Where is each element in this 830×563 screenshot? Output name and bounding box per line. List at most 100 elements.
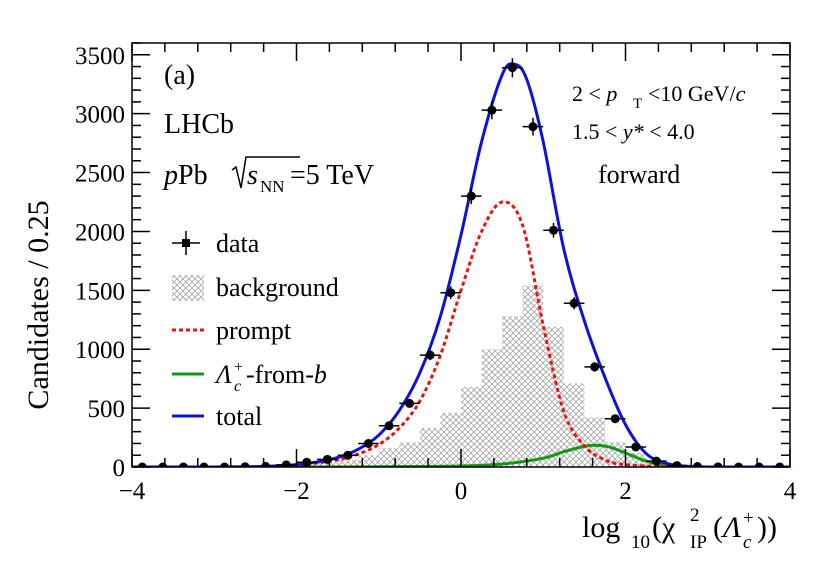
- data-point-marker: [590, 362, 600, 372]
- data-point: [275, 460, 297, 467]
- legend-background-swatch: [172, 275, 204, 301]
- svg-text:Λ: Λ: [720, 511, 741, 544]
- data-point-marker: [549, 225, 559, 235]
- data-point: [604, 414, 626, 424]
- data-point: [440, 286, 461, 300]
- rapidity-range-label: 1.5 < y* < 4.0: [572, 119, 695, 144]
- legend-total-label: total: [216, 402, 262, 431]
- y-tick-label: 2000: [75, 219, 125, 246]
- svg-text:2: 2: [690, 505, 700, 526]
- data-point: [625, 442, 647, 452]
- data-point: [378, 421, 400, 431]
- data-point: [358, 438, 379, 448]
- x-tick-label: −4: [119, 478, 146, 505]
- data-point-marker: [734, 462, 744, 467]
- data-point: [502, 58, 523, 78]
- y-tick-label: 1500: [75, 278, 125, 305]
- y-tick-label: 0: [113, 455, 126, 482]
- svg-text:(: (: [713, 511, 723, 544]
- y-tick-label: 3500: [75, 43, 125, 70]
- svg-text:=5 TeV: =5 TeV: [290, 160, 374, 191]
- experiment-label: LHCb: [164, 109, 234, 140]
- data-point-marker: [446, 288, 456, 298]
- data-point: [399, 398, 420, 408]
- svg-text:pPb: pPb: [162, 160, 208, 191]
- y-axis-title: Candidates / 0.25: [22, 200, 55, 409]
- x-axis-title: log 10 (χ 2 IP ( Λ + c )): [582, 505, 777, 553]
- data-point: [522, 117, 544, 136]
- y-tick-label: 2500: [75, 161, 125, 188]
- svg-text:+: +: [743, 508, 754, 529]
- svg-text:s: s: [247, 160, 258, 191]
- svg-text:-from-b: -from-b: [246, 360, 327, 389]
- legend-data-label: data: [216, 229, 260, 258]
- data-point-marker: [528, 122, 538, 132]
- svg-text:(χ: (χ: [652, 511, 676, 544]
- svg-text:+: +: [234, 359, 243, 376]
- data-point-marker: [343, 450, 353, 460]
- data-point-marker: [672, 461, 682, 467]
- legend-background-label: background: [216, 273, 339, 302]
- data-point-marker: [651, 456, 661, 466]
- data-point-marker: [425, 350, 435, 360]
- svg-text:2 < p: 2 < p: [572, 81, 617, 106]
- data-point: [563, 297, 585, 310]
- panel-label: (a): [164, 60, 195, 91]
- y-tick-label: 1000: [75, 337, 125, 364]
- x-tick-label: −2: [283, 478, 310, 505]
- legend-data-marker: [172, 231, 200, 255]
- svg-text:c: c: [234, 378, 241, 395]
- data-point-marker: [405, 398, 415, 408]
- svg-text:Λ: Λ: [213, 360, 232, 389]
- data-point: [296, 457, 318, 467]
- pt-range-label: 2 < p T <10 GeV/c: [572, 81, 746, 112]
- data-point-marker: [220, 462, 230, 467]
- data-point: [461, 188, 482, 205]
- svg-text:NN: NN: [260, 177, 285, 196]
- data-point: [481, 101, 503, 120]
- prompt-curve: [132, 200, 790, 467]
- x-tick-label: 0: [455, 478, 468, 505]
- data-point-marker: [507, 63, 517, 73]
- data-point-marker: [363, 438, 373, 448]
- svg-text:<10 GeV/c: <10 GeV/c: [648, 81, 746, 106]
- data-point: [584, 362, 605, 372]
- svg-text:c: c: [743, 532, 752, 553]
- data-point-marker: [610, 414, 620, 424]
- svg-text:10: 10: [631, 532, 650, 553]
- y-tick-label: 500: [88, 396, 126, 423]
- background-histogram: [234, 285, 688, 467]
- svg-text:IP: IP: [690, 532, 707, 553]
- data-point-marker: [240, 462, 250, 467]
- data-point-marker: [631, 442, 641, 452]
- x-tick-label: 2: [619, 478, 632, 505]
- data-point-marker: [775, 462, 785, 467]
- legend: data background prompt Λ + c -from-b tot…: [172, 229, 339, 431]
- data-point-marker: [713, 462, 723, 467]
- data-point-marker: [178, 462, 188, 467]
- data-point: [543, 222, 564, 238]
- data-point: [419, 350, 441, 361]
- data-point-marker: [384, 421, 394, 431]
- y-tick-label: 3000: [75, 102, 125, 129]
- svg-text:)): )): [757, 511, 777, 544]
- data-point-marker: [692, 462, 702, 467]
- data-point-marker: [137, 462, 147, 467]
- legend-prompt-label: prompt: [216, 316, 292, 345]
- legend-fromb-label: Λ + c -from-b: [213, 359, 327, 395]
- collision-system-label: pPb s NN =5 TeV: [162, 156, 374, 196]
- direction-label: forward: [598, 160, 680, 189]
- svg-text:log: log: [582, 511, 620, 544]
- data-point-marker: [569, 298, 579, 308]
- data-point-marker: [466, 191, 476, 201]
- svg-text:T: T: [633, 96, 642, 112]
- data-point-marker: [302, 457, 312, 467]
- data-point-marker: [199, 462, 209, 467]
- data-point: [337, 450, 359, 460]
- x-tick-label: 4: [784, 478, 797, 505]
- data-point-marker: [281, 460, 291, 467]
- data-point: [666, 461, 688, 467]
- data-point-marker: [487, 105, 497, 115]
- data-point-marker: [322, 454, 332, 464]
